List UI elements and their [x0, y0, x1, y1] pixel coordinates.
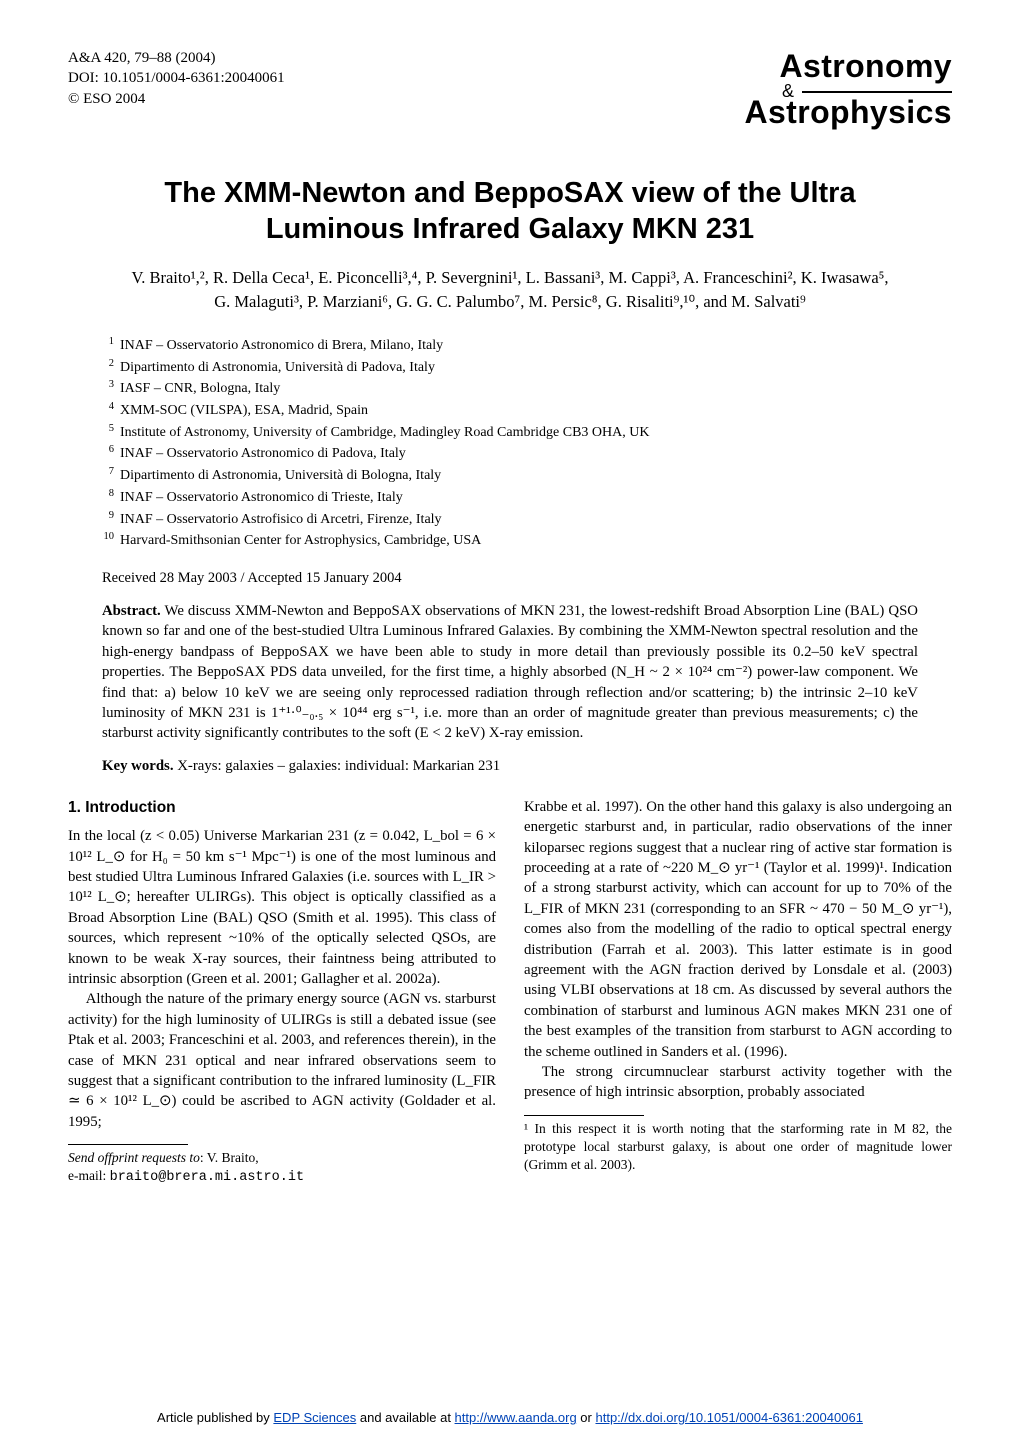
affiliation-item: 7Dipartimento di Astronomia, Università … — [102, 465, 952, 487]
footnote-rule — [524, 1115, 644, 1116]
copyright-line: © ESO 2004 — [68, 89, 285, 109]
paper-title: The XMM-Newton and BeppoSAX view of the … — [68, 175, 952, 248]
affil-text: Institute of Astronomy, University of Ca… — [120, 422, 649, 444]
section-heading-introduction: 1. Introduction — [68, 797, 496, 818]
footnote-rule — [68, 1144, 188, 1145]
title-line-1: The XMM-Newton and BeppoSAX view of the … — [164, 177, 855, 209]
affil-text: Dipartimento di Astronomia, Università d… — [120, 357, 435, 379]
received-accepted: Received 28 May 2003 / Accepted 15 Janua… — [102, 570, 952, 587]
offprint-name: : V. Braito, — [200, 1150, 259, 1165]
intro-paragraph-4: The strong circumnuclear starburst activ… — [524, 1062, 952, 1103]
footnote-1: ¹ In this respect it is worth noting tha… — [524, 1120, 952, 1175]
author-list: V. Braito¹,², R. Della Ceca¹, E. Piconce… — [74, 266, 946, 316]
offprint-email: braito@brera.mi.astro.it — [110, 1170, 304, 1185]
brand-rule — [802, 91, 952, 93]
intro-paragraph-3: Krabbe et al. 1997). On the other hand t… — [524, 797, 952, 1062]
keywords-label: Key words. — [102, 758, 174, 774]
page-header: A&A 420, 79–88 (2004) DOI: 10.1051/0004-… — [68, 48, 952, 131]
abstract: Abstract. We discuss XMM-Newton and Bepp… — [102, 601, 918, 744]
intro-paragraph-1: In the local (z < 0.05) Universe Markari… — [68, 826, 496, 989]
brand-bottom: Astrophysics — [744, 94, 952, 131]
intro-paragraph-2: Although the nature of the primary energ… — [68, 989, 496, 1132]
abstract-label: Abstract. — [102, 603, 161, 619]
affil-number: 8 — [102, 486, 120, 508]
affil-number: 6 — [102, 442, 120, 464]
affiliation-item: 8INAF – Osservatorio Astronomico di Trie… — [102, 487, 952, 509]
affil-text: XMM-SOC (VILSPA), ESA, Madrid, Spain — [120, 400, 368, 422]
affil-text: INAF – Osservatorio Astronomico di Tries… — [120, 487, 403, 509]
keywords: Key words. X-rays: galaxies – galaxies: … — [102, 758, 918, 775]
affiliation-list: 1INAF – Osservatorio Astronomico di Brer… — [102, 335, 952, 552]
publisher-or: or — [577, 1410, 596, 1425]
affil-text: Dipartimento di Astronomia, Università d… — [120, 465, 441, 487]
offprint-footnote: Send offprint requests to: V. Braito, e-… — [68, 1149, 496, 1187]
affiliation-item: 3IASF – CNR, Bologna, Italy — [102, 378, 952, 400]
doi-line: DOI: 10.1051/0004-6361:20040061 — [68, 68, 285, 88]
affil-number: 3 — [102, 377, 120, 399]
journal-ref: A&A 420, 79–88 (2004) — [68, 48, 285, 68]
affil-number: 2 — [102, 356, 120, 378]
abstract-text: We discuss XMM-Newton and BeppoSAX obser… — [102, 603, 918, 741]
body-columns: 1. Introduction In the local (z < 0.05) … — [68, 797, 952, 1188]
header-left: A&A 420, 79–88 (2004) DOI: 10.1051/0004-… — [68, 48, 285, 109]
publisher-line: Article published by EDP Sciences and av… — [0, 1410, 1020, 1425]
authors-line-1: V. Braito¹,², R. Della Ceca¹, E. Piconce… — [131, 268, 888, 287]
affil-text: Harvard-Smithsonian Center for Astrophys… — [120, 530, 481, 552]
affil-number: 7 — [102, 464, 120, 486]
brand-top: Astronomy — [744, 48, 952, 85]
affiliation-item: 2Dipartimento di Astronomia, Università … — [102, 357, 952, 379]
affil-text: INAF – Osservatorio Astronomico di Padov… — [120, 443, 406, 465]
affil-number: 9 — [102, 508, 120, 530]
edp-sciences-link[interactable]: EDP Sciences — [273, 1410, 356, 1425]
publisher-mid: and available at — [356, 1410, 454, 1425]
affiliation-item: 5Institute of Astronomy, University of C… — [102, 422, 952, 444]
affil-number: 1 — [102, 334, 120, 356]
publisher-prefix: Article published by — [157, 1410, 273, 1425]
affil-text: INAF – Osservatorio Astronomico di Brera… — [120, 335, 443, 357]
title-line-2: Luminous Infrared Galaxy MKN 231 — [266, 213, 754, 245]
authors-line-2: G. Malaguti³, P. Marziani⁶, G. G. C. Pal… — [214, 292, 806, 311]
keywords-text: X-rays: galaxies – galaxies: individual:… — [174, 758, 501, 774]
affil-number: 4 — [102, 399, 120, 421]
email-label: e-mail: — [68, 1168, 110, 1183]
affil-text: IASF – CNR, Bologna, Italy — [120, 378, 280, 400]
affil-number: 10 — [102, 529, 120, 551]
affiliation-item: 10Harvard-Smithsonian Center for Astroph… — [102, 530, 952, 552]
right-column: Krabbe et al. 1997). On the other hand t… — [524, 797, 952, 1188]
affiliation-item: 6INAF – Osservatorio Astronomico di Pado… — [102, 443, 952, 465]
aanda-link[interactable]: http://www.aanda.org — [455, 1410, 577, 1425]
doi-link[interactable]: http://dx.doi.org/10.1051/0004-6361:2004… — [595, 1410, 862, 1425]
affiliation-item: 9INAF – Osservatorio Astrofisico di Arce… — [102, 509, 952, 531]
journal-brand: Astronomy & Astrophysics — [744, 48, 952, 131]
affiliation-item: 1INAF – Osservatorio Astronomico di Brer… — [102, 335, 952, 357]
offprint-label: Send offprint requests to — [68, 1150, 200, 1165]
affil-number: 5 — [102, 421, 120, 443]
affil-text: INAF – Osservatorio Astrofisico di Arcet… — [120, 509, 442, 531]
affiliation-item: 4XMM-SOC (VILSPA), ESA, Madrid, Spain — [102, 400, 952, 422]
left-column: 1. Introduction In the local (z < 0.05) … — [68, 797, 496, 1188]
